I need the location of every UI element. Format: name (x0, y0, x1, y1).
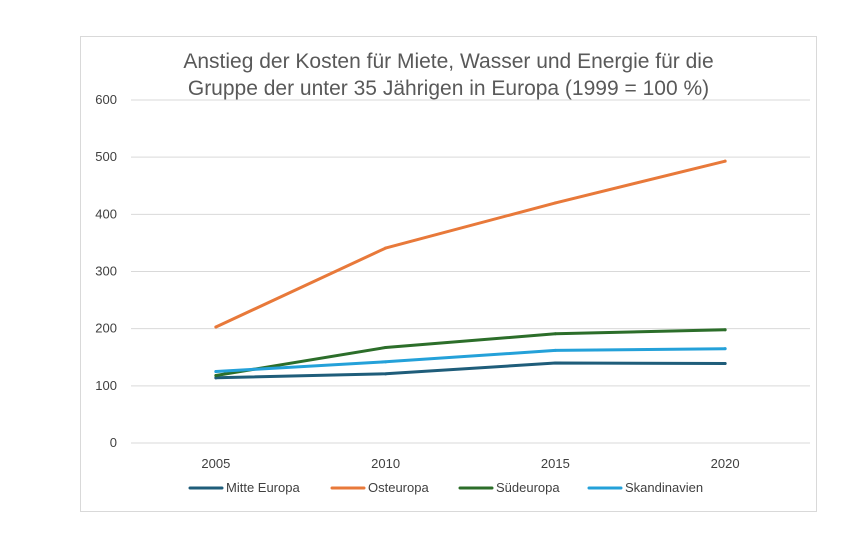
data-point (553, 332, 557, 336)
data-point (723, 159, 727, 163)
y-tick-label: 200 (95, 321, 117, 336)
legend-label: Südeuropa (496, 480, 560, 495)
chart-title: Anstieg der Kosten für Miete, Wasser und… (80, 48, 817, 102)
legend-label: Mitte Europa (226, 480, 300, 495)
x-tick-label: 2010 (371, 456, 400, 471)
series-line-osteuropa (214, 159, 727, 329)
x-axis-ticks: 2005 2010 2015 2020 (201, 456, 739, 471)
y-tick-label: 100 (95, 378, 117, 393)
x-tick-label: 2020 (711, 456, 740, 471)
data-point (553, 201, 557, 205)
y-axis-ticks: 0 100 200 300 400 500 600 (95, 92, 117, 450)
y-tick-label: 0 (110, 435, 117, 450)
gridlines (131, 99, 810, 444)
y-tick-label: 400 (95, 206, 117, 221)
data-point (384, 360, 388, 364)
data-point (384, 372, 388, 376)
series-lines (214, 159, 727, 380)
data-point (214, 325, 218, 329)
y-tick-label: 600 (95, 92, 117, 107)
data-point (384, 246, 388, 250)
series-line-mitte-europa (214, 361, 727, 380)
chart-frame (80, 36, 817, 512)
data-point (384, 346, 388, 350)
data-point (553, 348, 557, 352)
data-point (723, 362, 727, 366)
y-tick-label: 500 (95, 149, 117, 164)
chart-title-line-2: Gruppe der unter 35 Jährigen in Europa (… (187, 77, 710, 100)
legend: Mitte Europa Osteuropa Südeuropa Skandinavi… (188, 480, 703, 495)
data-point (723, 328, 727, 332)
data-point (214, 376, 218, 380)
legend-label: Osteuropa (368, 480, 429, 495)
data-point (214, 370, 218, 374)
chart-title-line-1: Anstieg der Kosten für Miete, Wasser und… (183, 50, 714, 73)
y-tick-label: 300 (95, 264, 117, 279)
series-line-südeuropa (214, 328, 727, 377)
data-point (214, 374, 218, 378)
x-tick-label: 2015 (541, 456, 570, 471)
series-line-skandinavien (214, 347, 727, 373)
legend-label: Skandinavien (625, 480, 703, 495)
data-point (723, 347, 727, 351)
x-tick-label: 2005 (201, 456, 230, 471)
data-point (553, 361, 557, 365)
